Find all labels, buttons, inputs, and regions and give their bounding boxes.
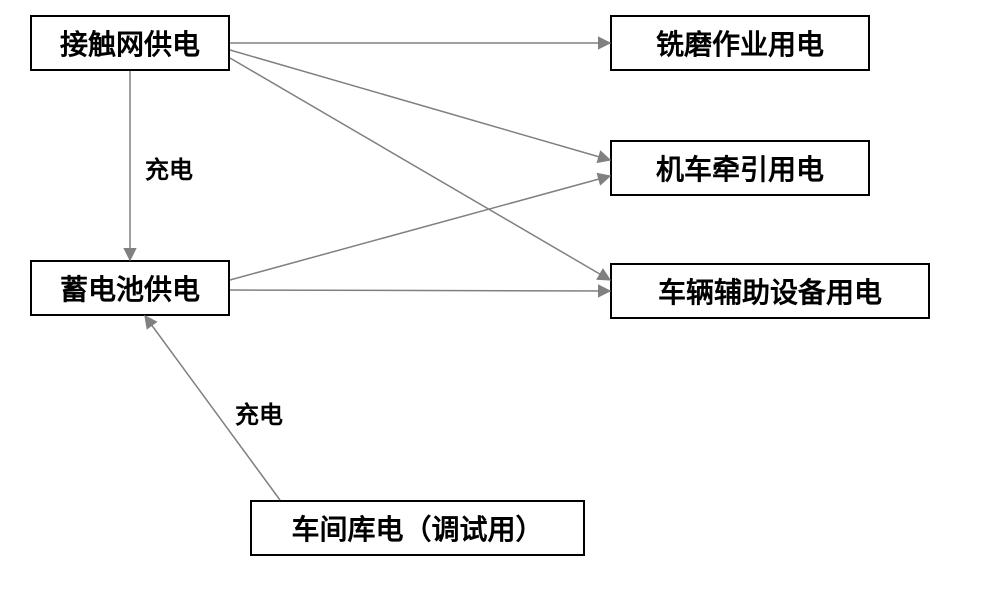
edge-label-charge-catenary-battery: 充电: [145, 150, 193, 185]
node-label: 接触网供电: [60, 23, 200, 63]
node-label: 蓄电池供电: [60, 268, 200, 308]
edge-battery-to-traction: [230, 176, 610, 280]
node-label: 车辆辅助设备用电: [658, 271, 882, 311]
node-label: 车间库电（调试用）: [291, 508, 543, 548]
node-milling-consumption: 铣磨作业用电: [610, 15, 870, 71]
edge-battery-to-aux: [230, 290, 610, 291]
node-label: 机车牵引用电: [656, 148, 824, 188]
node-auxiliary-consumption: 车辆辅助设备用电: [610, 263, 930, 319]
edge-catenary-to-aux: [230, 58, 610, 280]
node-label: 铣磨作业用电: [656, 23, 824, 63]
node-battery-power: 蓄电池供电: [30, 260, 230, 316]
node-catenary-power: 接触网供电: [30, 15, 230, 71]
edge-label-charge-workshop-battery: 充电: [235, 395, 283, 430]
edge-catenary-to-traction: [230, 50, 610, 160]
node-traction-consumption: 机车牵引用电: [610, 140, 870, 196]
node-workshop-power: 车间库电（调试用）: [250, 500, 585, 556]
